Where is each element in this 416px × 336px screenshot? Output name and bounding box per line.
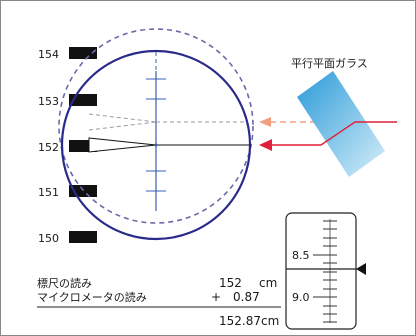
micrometer-label-90: 9.0 [292, 291, 310, 304]
staff-label-154: 154 [38, 48, 59, 61]
light-ray-arrowhead [259, 139, 272, 151]
micrometer-reading-op: + [211, 290, 221, 304]
reticle [88, 51, 250, 211]
micrometer-reading-label: マイクロメータの読み [37, 290, 147, 304]
staff-reading-value: 152 [219, 276, 242, 290]
staff-reading-label: 標尺の読み [37, 276, 92, 290]
micrometer-reading-value: 0.87 [233, 290, 260, 304]
readings-total: 152.87cm [219, 314, 279, 328]
glass-label: 平行平面ガラス [291, 57, 368, 70]
readings: 標尺の読み 152 cm マイクロメータの読み + 0.87 152.87cm [37, 276, 281, 328]
reticle-wedge [88, 137, 157, 153]
micrometer-pointer [356, 263, 366, 275]
light-ray [271, 121, 397, 146]
micrometer-label-85: 8.5 [292, 249, 310, 262]
micrometer-box [285, 212, 357, 330]
reticle-center [154, 143, 158, 147]
staff-bar-154 [69, 47, 97, 59]
staff-reading-unit: cm [259, 276, 277, 290]
dashed-field-circle [58, 28, 254, 224]
staff-label-152: 152 [38, 141, 59, 154]
shifted-ray-arrowhead [259, 117, 271, 127]
staff-label-153: 153 [38, 95, 59, 108]
staff-label-150: 150 [38, 232, 59, 245]
parallel-glass-plate [297, 71, 385, 177]
staff-label-151: 151 [38, 186, 59, 199]
staff-bar-150 [69, 231, 97, 243]
shifted-wedge-upper [88, 113, 157, 123]
micrometer-scale: 8.5 9.0 [285, 212, 366, 330]
shifted-wedge-lower [88, 121, 157, 131]
